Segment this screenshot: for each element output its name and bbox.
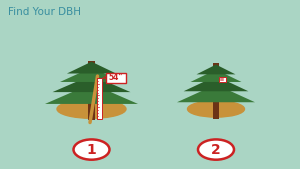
Polygon shape	[177, 84, 255, 102]
Polygon shape	[60, 68, 123, 82]
Bar	[97, 78, 102, 119]
Polygon shape	[196, 65, 236, 74]
Polygon shape	[67, 62, 116, 74]
Text: 54": 54"	[109, 73, 123, 82]
FancyBboxPatch shape	[106, 73, 126, 83]
Ellipse shape	[188, 101, 244, 117]
Circle shape	[198, 139, 234, 160]
Polygon shape	[45, 84, 138, 104]
Text: Find Your DBH: Find Your DBH	[8, 7, 80, 17]
Polygon shape	[184, 76, 248, 91]
Circle shape	[74, 139, 110, 160]
Text: 1: 1	[87, 143, 96, 156]
Bar	[88, 61, 95, 120]
Ellipse shape	[57, 100, 126, 118]
FancyBboxPatch shape	[219, 77, 226, 82]
Text: 2: 2	[211, 143, 221, 156]
Bar	[213, 63, 219, 119]
Polygon shape	[52, 75, 130, 92]
Polygon shape	[190, 70, 242, 82]
